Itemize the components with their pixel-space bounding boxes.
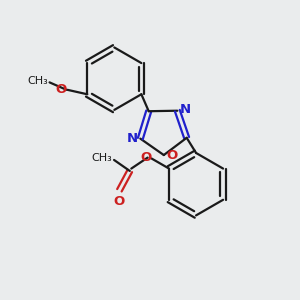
- Text: N: N: [127, 132, 138, 145]
- Text: O: O: [114, 195, 125, 208]
- Text: CH₃: CH₃: [27, 76, 48, 86]
- Text: O: O: [55, 83, 67, 96]
- Text: O: O: [140, 151, 151, 164]
- Text: CH₃: CH₃: [92, 154, 112, 164]
- Text: O: O: [167, 148, 178, 161]
- Text: N: N: [179, 103, 191, 116]
